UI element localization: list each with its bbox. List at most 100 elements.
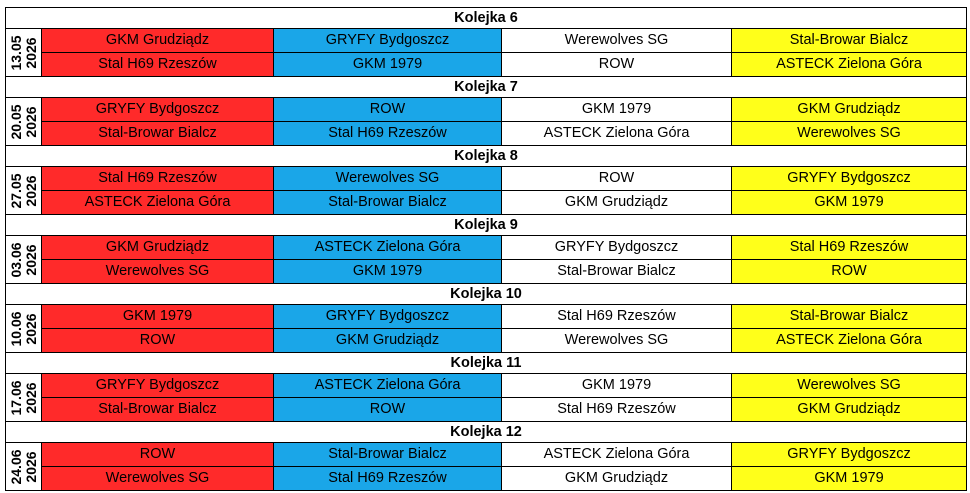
- team-cell: ASTECK Zielona Góra: [502, 443, 732, 466]
- team-cell: ROW: [274, 98, 502, 121]
- team-cell: Stal-Browar Bialcz: [732, 305, 966, 328]
- team-cell: Werewolves SG: [502, 29, 732, 52]
- team-cell: Stal H69 Rzeszów: [42, 53, 274, 76]
- team-cell: GKM Grudziądz: [42, 236, 274, 259]
- team-cell: GRYFY Bydgoszcz: [274, 29, 502, 52]
- round-date-year: 2026: [22, 174, 39, 207]
- team-cell: ASTECK Zielona Góra: [42, 191, 274, 214]
- round-body: 24.06 2026 ROW Stal-Browar Bialcz ASTECK Zie…: [6, 443, 966, 490]
- round-date-year: 2026: [22, 105, 39, 138]
- round-body: 27.05 2026 Stal H69 Rzeszów Werewolves SG RO…: [6, 167, 966, 214]
- team-cell: Werewolves SG: [42, 260, 274, 283]
- round-body: 20.05 2026 GRYFY Bydgoszcz ROW GKM 1979 GKM G…: [6, 98, 966, 145]
- team-cell: ASTECK Zielona Góra: [502, 122, 732, 145]
- team-cell: GKM 1979: [732, 191, 966, 214]
- match-row: ROW GKM Grudziądz Werewolves SG ASTECK Ziel…: [42, 328, 966, 352]
- match-row: GRYFY Bydgoszcz ROW GKM 1979 GKM Grudziądz: [42, 98, 966, 121]
- round-body: 13.05 2026 GKM Grudziądz GRYFY Bydgoszcz Wer…: [6, 29, 966, 76]
- team-cell: ROW: [502, 167, 732, 190]
- round-date-cell: 27.05 2026: [6, 167, 42, 214]
- round-date: 10.06 2026: [7, 310, 39, 347]
- team-cell: ROW: [274, 398, 502, 421]
- team-cell: ASTECK Zielona Góra: [274, 374, 502, 397]
- round-body: 10.06 2026 GKM 1979 GRYFY Bydgoszcz Stal H69…: [6, 305, 966, 352]
- team-cell: GKM Grudziądz: [42, 29, 274, 52]
- team-cell: GRYFY Bydgoszcz: [732, 443, 966, 466]
- round-body: 17.06 2026 GRYFY Bydgoszcz ASTECK Zielona G…: [6, 374, 966, 421]
- round-date-year: 2026: [22, 312, 39, 345]
- round-date-day: 27.05: [7, 172, 24, 209]
- round-body: 03.06 2026 GKM Grudziądz ASTECK Zielona Gór…: [6, 236, 966, 283]
- team-cell: ASTECK Zielona Góra: [274, 236, 502, 259]
- round-date-day: 03.06: [7, 241, 24, 278]
- match-rows: ROW Stal-Browar Bialcz ASTECK Zielona Góra…: [42, 443, 966, 490]
- round-block: Kolejka 11 17.06 2026 GRYFY Bydgoszcz ASTECK…: [5, 352, 967, 421]
- team-cell: Werewolves SG: [732, 122, 966, 145]
- round-date-cell: 24.06 2026: [6, 443, 42, 490]
- round-block: Kolejka 9 03.06 2026 GKM Grudziądz ASTECK Zi…: [5, 214, 967, 283]
- round-date-cell: 10.06 2026: [6, 305, 42, 352]
- round-date-year: 2026: [22, 243, 39, 276]
- round-date-day: 10.06: [7, 310, 24, 347]
- team-cell: Stal H69 Rzeszów: [502, 305, 732, 328]
- match-row: GKM 1979 GRYFY Bydgoszcz Stal H69 Rzeszów S…: [42, 305, 966, 328]
- round-title: Kolejka 11: [6, 353, 966, 374]
- team-cell: Stal-Browar Bialcz: [42, 122, 274, 145]
- round-date-day: 17.06: [7, 379, 24, 416]
- team-cell: GRYFY Bydgoszcz: [42, 98, 274, 121]
- team-cell: GRYFY Bydgoszcz: [502, 236, 732, 259]
- team-cell: GKM Grudziądz: [732, 398, 966, 421]
- team-cell: Stal H69 Rzeszów: [42, 167, 274, 190]
- match-rows: GKM Grudziądz ASTECK Zielona Góra GRYFY By…: [42, 236, 966, 283]
- match-row: Stal-Browar Bialcz ROW Stal H69 Rzeszów GKM…: [42, 397, 966, 421]
- team-cell: ASTECK Zielona Góra: [732, 53, 966, 76]
- round-date: 17.06 2026: [7, 379, 39, 416]
- match-row: ASTECK Zielona Góra Stal-Browar Bialcz GKM…: [42, 190, 966, 214]
- match-rows: Stal H69 Rzeszów Werewolves SG ROW GRYFY By…: [42, 167, 966, 214]
- team-cell: ROW: [42, 329, 274, 352]
- team-cell: Stal-Browar Bialcz: [42, 398, 274, 421]
- round-title: Kolejka 7: [6, 77, 966, 98]
- team-cell: Werewolves SG: [732, 374, 966, 397]
- team-cell: Werewolves SG: [42, 467, 274, 490]
- team-cell: Stal H69 Rzeszów: [274, 122, 502, 145]
- match-row: GKM Grudziądz ASTECK Zielona Góra GRYFY By…: [42, 236, 966, 259]
- round-date-cell: 20.05 2026: [6, 98, 42, 145]
- round-block: Kolejka 6 13.05 2026 GKM Grudziądz GRYFY Byd…: [5, 7, 967, 76]
- match-row: Werewolves SG Stal H69 Rzeszów GKM Grudzią…: [42, 466, 966, 490]
- round-date-cell: 03.06 2026: [6, 236, 42, 283]
- team-cell: GKM 1979: [42, 305, 274, 328]
- round-date: 03.06 2026: [7, 241, 39, 278]
- team-cell: Stal-Browar Bialcz: [274, 443, 502, 466]
- round-date-year: 2026: [22, 36, 39, 69]
- round-date-cell: 13.05 2026: [6, 29, 42, 76]
- team-cell: GKM Grudziądz: [274, 329, 502, 352]
- round-title: Kolejka 10: [6, 284, 966, 305]
- match-rows: GRYFY Bydgoszcz ASTECK Zielona Góra GKM 19…: [42, 374, 966, 421]
- match-row: Stal-Browar Bialcz Stal H69 Rzeszów ASTECK…: [42, 121, 966, 145]
- team-cell: ROW: [42, 443, 274, 466]
- round-date-cell: 17.06 2026: [6, 374, 42, 421]
- round-title: Kolejka 6: [6, 8, 966, 29]
- team-cell: Werewolves SG: [502, 329, 732, 352]
- round-block: Kolejka 7 20.05 2026 GRYFY Bydgoszcz ROW GKM …: [5, 76, 967, 145]
- round-date: 27.05 2026: [7, 172, 39, 209]
- team-cell: GKM Grudziądz: [502, 467, 732, 490]
- team-cell: ROW: [502, 53, 732, 76]
- match-rows: GRYFY Bydgoszcz ROW GKM 1979 GKM Grudziądz S…: [42, 98, 966, 145]
- match-row: Werewolves SG GKM 1979 Stal-Browar Bialcz R…: [42, 259, 966, 283]
- round-date: 13.05 2026: [7, 34, 39, 71]
- round-block: Kolejka 12 24.06 2026 ROW Stal-Browar Bialcz…: [5, 421, 967, 491]
- team-cell: ASTECK Zielona Góra: [732, 329, 966, 352]
- round-date-year: 2026: [22, 381, 39, 414]
- round-date-day: 24.06: [7, 448, 24, 485]
- team-cell: Stal H69 Rzeszów: [732, 236, 966, 259]
- round-block: Kolejka 8 27.05 2026 Stal H69 Rzeszów Werewo…: [5, 145, 967, 214]
- team-cell: GKM 1979: [502, 374, 732, 397]
- round-date-day: 13.05: [7, 34, 24, 71]
- match-rows: GKM 1979 GRYFY Bydgoszcz Stal H69 Rzeszów S…: [42, 305, 966, 352]
- round-date-day: 20.05: [7, 103, 24, 140]
- round-block: Kolejka 10 10.06 2026 GKM 1979 GRYFY Bydgosz…: [5, 283, 967, 352]
- team-cell: GKM 1979: [274, 53, 502, 76]
- team-cell: GKM 1979: [502, 98, 732, 121]
